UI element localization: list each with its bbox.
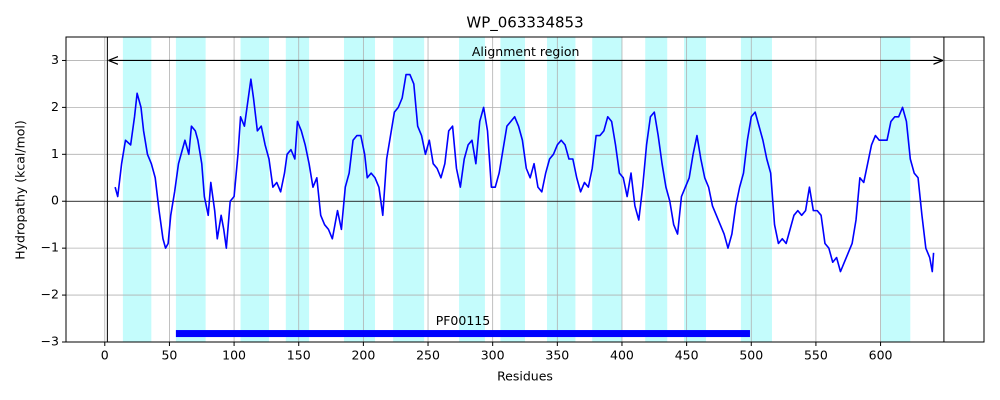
x-tick-label: 400 [610,348,634,363]
highlight-region [740,37,772,342]
highlight-region [645,37,668,342]
x-tick-label: 450 [675,348,699,363]
x-tick-label: 0 [101,348,109,363]
highlight-region [880,37,911,342]
highlight-region [393,37,425,342]
hydropathy-line [114,73,935,273]
x-tick-label: 250 [416,348,440,363]
chart-title: WP_063334853 [466,14,583,33]
y-tick-label: −2 [41,287,59,302]
highlight-region [122,37,152,342]
plot-foreground: 0 50 100 150 200 250 300 350 400 450 500 550 600 −3 −2… [41,36,985,363]
y-tick-label: 0 [51,193,59,208]
x-tick-label: 200 [351,348,375,363]
x-tick-label: 600 [869,348,893,363]
y-tick-label: 1 [51,146,59,161]
domain-label: PF00115 [436,313,491,328]
x-tick-label: 150 [287,348,311,363]
x-tick-label: 50 [161,348,177,363]
x-tick-label: 300 [481,348,505,363]
highlight-region [592,37,622,342]
x-tick-label: 550 [804,348,828,363]
alignment-label: Alignment region [472,44,580,59]
y-tick-label: −1 [41,240,59,255]
highlight-region [500,37,525,342]
y-tick-label: −3 [41,334,59,349]
highlight-region [459,37,485,342]
highlight-region [684,37,707,342]
y-axis-label: Hydropathy (kcal/mol) [13,120,28,260]
highlight-region [175,37,206,342]
x-axis-label: Residues [497,369,553,384]
plot-frame [65,36,985,343]
highlight-region [343,37,376,342]
x-tick-label: 100 [222,348,246,363]
y-tick-label: 2 [51,99,59,114]
y-tick-label: 3 [51,52,59,67]
x-tick-label: 500 [739,348,763,363]
highlight-region [240,37,269,342]
x-tick-label: 350 [545,348,569,363]
highlight-region [546,37,576,342]
highlight-region [285,37,310,342]
domain-bar [175,330,750,338]
plot-background [66,37,984,343]
